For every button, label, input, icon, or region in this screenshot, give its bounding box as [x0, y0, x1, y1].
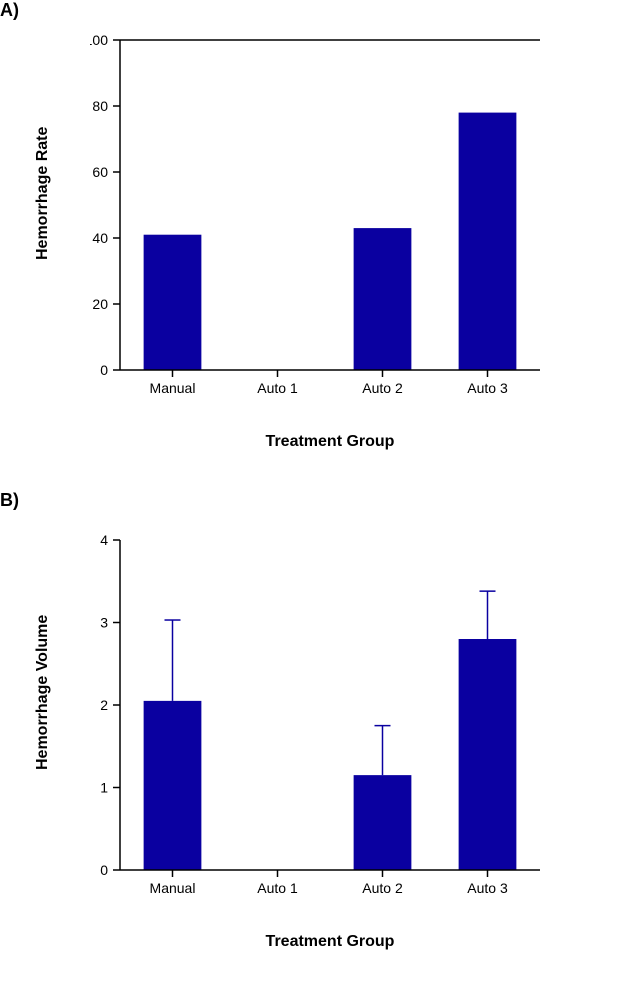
y-tick-label: 0 [100, 862, 108, 878]
x-tick-label: Auto 2 [362, 880, 403, 896]
chart-a-ylabel: Hemorrhage Rate [34, 127, 52, 260]
y-tick-label: 1 [100, 780, 108, 796]
y-tick-label: 20 [92, 296, 108, 312]
y-tick-label: 4 [100, 532, 108, 548]
x-tick-label: Manual [150, 380, 196, 396]
chart-b-ylabel: Hemorrhage Volume [34, 615, 52, 770]
bar [459, 113, 517, 370]
bar [354, 228, 412, 370]
x-tick-label: Auto 3 [467, 380, 508, 396]
chart-a-xlabel: Treatment Group [120, 433, 540, 451]
x-tick-label: Auto 1 [257, 380, 298, 396]
y-tick-label: 40 [92, 230, 108, 246]
bar [354, 775, 412, 870]
chart-b-plot: 0 1 2 3 4 Manual Auto 1 Auto 2 Auto 3 [90, 530, 570, 905]
chart-svg: 0 1 2 3 4 Manual Auto 1 Auto 2 Auto 3 [90, 530, 550, 900]
page: A) Hemorrhage Rate 020406080100ManualAut… [0, 0, 617, 1004]
y-tick-label: 100 [90, 32, 108, 48]
y-tick-label: 60 [92, 164, 108, 180]
panel-b-label: B) [0, 490, 19, 511]
chart-b: Hemorrhage Volume 01234ManualAuto 1Auto … [90, 530, 570, 951]
x-tick-label: Auto 3 [467, 880, 508, 896]
chart-svg: 0 20 40 60 80 100 Manual Auto 1 Auto 2 Auto 3 [90, 30, 550, 400]
chart-b-xlabel: Treatment Group [120, 933, 540, 951]
chart-a: Hemorrhage Rate 020406080100ManualAuto 1… [90, 30, 570, 451]
y-tick-label: 80 [92, 98, 108, 114]
bar [144, 235, 202, 370]
chart-a-plot: 0 20 40 60 80 100 Manual Auto 1 Auto 2 Auto 3 [90, 30, 570, 405]
bar [459, 639, 517, 870]
x-tick-label: Auto 2 [362, 380, 403, 396]
x-tick-label: Auto 1 [257, 880, 298, 896]
bar [144, 701, 202, 870]
y-tick-label: 3 [100, 615, 108, 631]
y-tick-label: 0 [100, 362, 108, 378]
panel-a-label: A) [0, 0, 19, 21]
y-tick-label: 2 [100, 697, 108, 713]
x-tick-label: Manual [150, 880, 196, 896]
